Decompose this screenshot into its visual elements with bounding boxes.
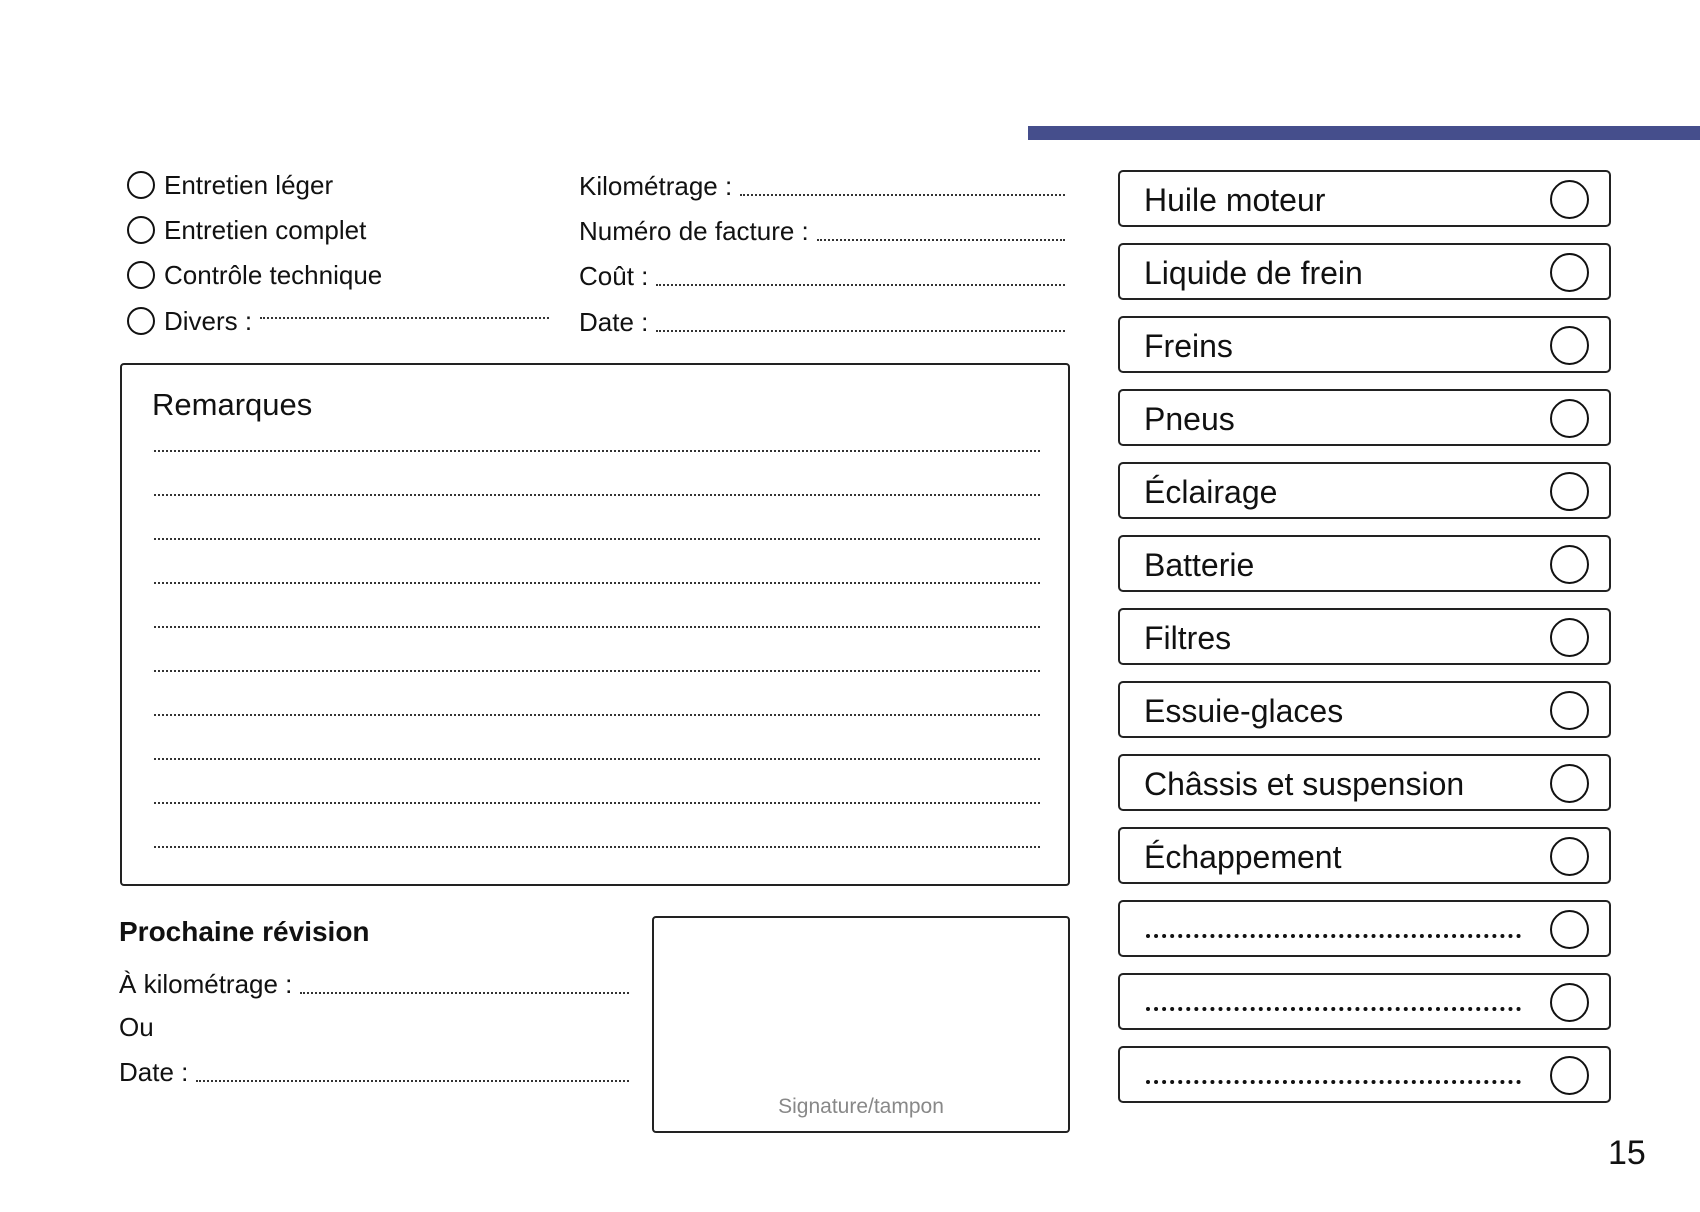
checklist-label: Filtres	[1144, 620, 1232, 656]
radio-circle-icon[interactable]	[127, 171, 155, 199]
checklist-item[interactable]	[1118, 1046, 1611, 1103]
dotted-leader	[740, 194, 1065, 196]
remarks-line[interactable]	[154, 538, 1040, 540]
dotted-leader[interactable]	[1146, 934, 1521, 938]
checklist-label: Pneus	[1144, 401, 1235, 437]
checkbox-circle-icon[interactable]	[1550, 764, 1589, 803]
remarks-line[interactable]	[154, 714, 1040, 716]
field-label: Date :	[579, 307, 649, 337]
field-label: Kilométrage :	[579, 171, 733, 201]
checklist-item[interactable]: Éclairage	[1118, 462, 1611, 519]
checklist-label: Échappement	[1144, 839, 1342, 875]
next-date-field[interactable]: Date :	[119, 1057, 629, 1088]
form-field[interactable]: Kilométrage :	[579, 171, 1065, 202]
remarks-line[interactable]	[154, 758, 1040, 760]
dotted-leader	[196, 1080, 629, 1082]
form-field[interactable]: Date :	[579, 307, 1065, 338]
or-text: Ou	[119, 1012, 154, 1042]
dotted-leader[interactable]	[1146, 1080, 1521, 1084]
dotted-leader	[300, 992, 629, 994]
remarks-line[interactable]	[154, 450, 1040, 452]
checklist-label: Châssis et suspension	[1144, 766, 1465, 802]
field-label: Coût :	[579, 261, 649, 291]
service-type-label: Contrôle technique	[164, 259, 383, 290]
form-field[interactable]: Coût :	[579, 261, 1065, 292]
checkbox-circle-icon[interactable]	[1550, 326, 1589, 365]
checklist-item[interactable]: Huile moteur	[1118, 170, 1611, 227]
service-type-option[interactable]: Contrôle technique	[127, 260, 382, 290]
next-mileage-label: À kilométrage :	[119, 969, 293, 999]
radio-circle-icon[interactable]	[127, 216, 155, 244]
dotted-leader	[816, 239, 1065, 241]
form-field[interactable]: Numéro de facture :	[579, 216, 1065, 247]
checkbox-circle-icon[interactable]	[1550, 1056, 1589, 1095]
page-number: 15	[1608, 1134, 1646, 1172]
checklist-label: Essuie-glaces	[1144, 693, 1344, 729]
checkbox-circle-icon[interactable]	[1550, 837, 1589, 876]
checkbox-circle-icon[interactable]	[1550, 472, 1589, 511]
checklist-label: Batterie	[1144, 547, 1255, 583]
radio-circle-icon[interactable]	[127, 261, 155, 289]
dotted-leader[interactable]	[1146, 1007, 1521, 1011]
signature-label: Signature/tampon	[778, 1095, 944, 1118]
remarks-box: Remarques	[120, 363, 1070, 886]
service-type-label: Entretien complet	[164, 214, 367, 245]
checklist-label: Huile moteur	[1144, 182, 1326, 218]
dotted-leader	[656, 284, 1065, 286]
checkbox-circle-icon[interactable]	[1550, 180, 1589, 219]
checklist-item[interactable]: Freins	[1118, 316, 1611, 373]
checklist-label: Freins	[1144, 328, 1233, 364]
service-type-option[interactable]: Entretien complet	[127, 215, 366, 245]
remarks-line[interactable]	[154, 494, 1040, 496]
checklist-item[interactable]: Échappement	[1118, 827, 1611, 884]
checkbox-circle-icon[interactable]	[1550, 691, 1589, 730]
dotted-leader	[260, 317, 549, 319]
remarks-line[interactable]	[154, 846, 1040, 848]
remarks-line[interactable]	[154, 670, 1040, 672]
radio-circle-icon[interactable]	[127, 307, 155, 335]
checklist-item[interactable]: Essuie-glaces	[1118, 681, 1611, 738]
checkbox-circle-icon[interactable]	[1550, 983, 1589, 1022]
remarks-line[interactable]	[154, 626, 1040, 628]
checkbox-circle-icon[interactable]	[1550, 545, 1589, 584]
remarks-line[interactable]	[154, 582, 1040, 584]
checkbox-circle-icon[interactable]	[1550, 618, 1589, 657]
checklist-label: Éclairage	[1144, 474, 1278, 510]
next-date-label: Date :	[119, 1057, 189, 1087]
checkbox-circle-icon[interactable]	[1550, 253, 1589, 292]
service-type-option[interactable]: Entretien léger	[127, 170, 333, 200]
checklist-item[interactable]: Châssis et suspension	[1118, 754, 1611, 811]
field-label: Numéro de facture :	[579, 216, 809, 246]
checklist-item[interactable]: Pneus	[1118, 389, 1611, 446]
checklist-item[interactable]: Filtres	[1118, 608, 1611, 665]
checklist-item[interactable]: Batterie	[1118, 535, 1611, 592]
checkbox-circle-icon[interactable]	[1550, 910, 1589, 949]
checklist-item[interactable]	[1118, 900, 1611, 957]
service-type-label: Divers :	[164, 305, 253, 336]
service-type-label: Entretien léger	[164, 169, 334, 200]
header-accent-bar	[1028, 126, 1700, 140]
checklist-item[interactable]	[1118, 973, 1611, 1030]
remarks-title: Remarques	[152, 387, 313, 422]
next-mileage-field[interactable]: À kilométrage :	[119, 969, 629, 1000]
or-label: Ou	[119, 1012, 154, 1043]
checklist-item[interactable]: Liquide de frein	[1118, 243, 1611, 300]
checklist-label: Liquide de frein	[1144, 255, 1363, 291]
signature-box[interactable]: Signature/tampon	[652, 916, 1070, 1133]
next-service-title: Prochaine révision	[119, 916, 370, 947]
remarks-line[interactable]	[154, 802, 1040, 804]
service-type-option[interactable]: Divers :	[127, 306, 549, 336]
checkbox-circle-icon[interactable]	[1550, 399, 1589, 438]
dotted-leader	[656, 330, 1065, 332]
